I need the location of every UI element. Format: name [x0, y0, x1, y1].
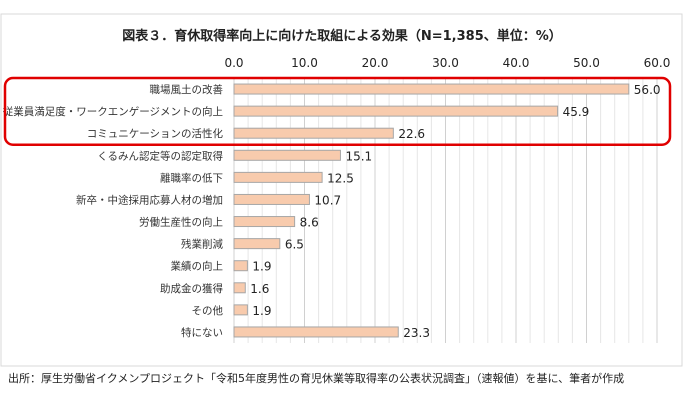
data-label: 1.9 — [252, 304, 271, 318]
category-label: くるみん認定等の認定取得 — [97, 149, 223, 162]
data-label: 23.3 — [403, 326, 430, 340]
x-tick-label: 20.0 — [362, 56, 389, 70]
bar — [233, 83, 630, 95]
bar — [233, 326, 399, 338]
chart-frame — [0, 13, 683, 367]
bar — [233, 127, 394, 139]
x-tick-label: 40.0 — [503, 56, 530, 70]
category-label: 業績の向上 — [171, 260, 224, 273]
data-label: 15.1 — [345, 149, 372, 163]
data-label: 12.5 — [327, 171, 354, 185]
category-label: 職場風土の改善 — [150, 83, 224, 96]
category-label: その他 — [192, 304, 224, 317]
category-label: 残業削減 — [181, 238, 223, 251]
data-label: 8.6 — [300, 216, 319, 230]
x-tick-label: 50.0 — [573, 56, 600, 70]
data-label: 10.7 — [314, 193, 341, 207]
category-label: 助成金の獲得 — [160, 282, 223, 295]
bar — [233, 282, 246, 294]
bar — [233, 304, 248, 316]
x-tick-label: 60.0 — [644, 56, 671, 70]
category-label: 離職率の低下 — [160, 171, 223, 184]
source-footnote: 出所：厚生労働省イクメンプロジェクト「令和5年度男性の育児休業等取得率の公表状況… — [8, 372, 625, 385]
chart-title: 図表３．育休取得率向上に向けた取組による効果（N=1,385、単位：%） — [122, 28, 562, 44]
category-label: 従業員満足度・ワークエンゲージメントの向上 — [3, 105, 223, 118]
data-label: 1.6 — [250, 282, 269, 296]
data-label: 22.6 — [398, 127, 425, 141]
highlight-box — [3, 76, 672, 146]
bar — [233, 171, 323, 183]
category-label: コミュニケーションの活性化 — [87, 127, 224, 140]
bar — [233, 193, 310, 205]
x-tick-label: 0.0 — [224, 56, 243, 70]
x-tick-label: 10.0 — [291, 56, 318, 70]
data-label: 45.9 — [563, 105, 590, 119]
data-label: 56.0 — [634, 83, 661, 97]
data-label: 1.9 — [252, 260, 271, 274]
bar — [233, 149, 341, 161]
bar — [233, 260, 248, 272]
bar — [233, 238, 281, 250]
bar — [233, 105, 559, 117]
category-label: 新卒・中途採用応募人材の増加 — [76, 193, 223, 206]
x-tick-label: 30.0 — [432, 56, 459, 70]
data-label: 6.5 — [285, 238, 304, 252]
category-label: 特にない — [181, 327, 223, 339]
bar — [233, 216, 296, 228]
category-label: 労働生産性の向上 — [139, 216, 223, 229]
